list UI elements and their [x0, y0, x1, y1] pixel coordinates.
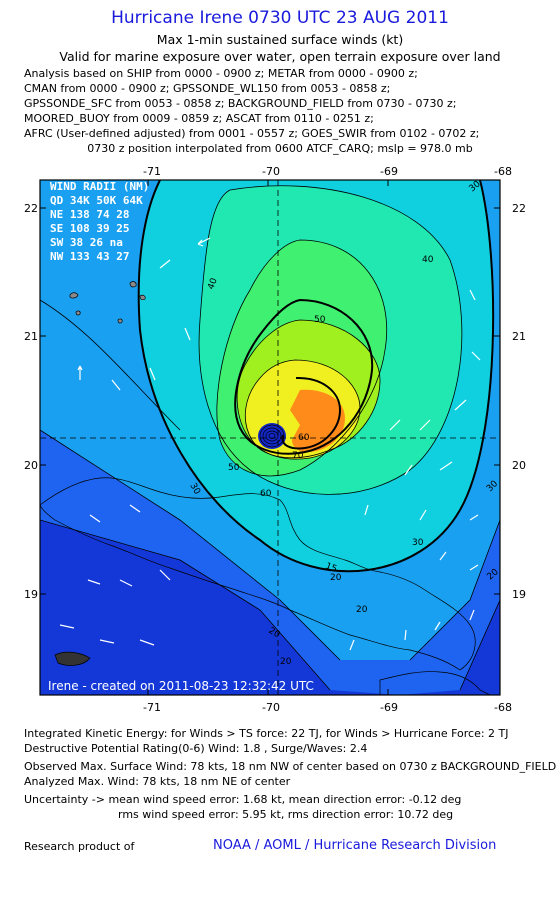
x-axis-top-labels: -71 -70 -69 -68	[143, 165, 512, 178]
64kt-wind-radius	[281, 376, 342, 450]
wind-radii-row: SW 38 26 na	[50, 236, 123, 249]
y-tick-label: 20	[512, 459, 526, 472]
x-tick-label: -71	[143, 701, 161, 714]
analysis-line: MOORED_BUOY from 0009 - 0859 z; ASCAT fr…	[24, 112, 374, 125]
x-tick-label: -68	[494, 701, 512, 714]
50kt-wind-radius	[234, 298, 374, 455]
map-title: Hurricane Irene 0730 UTC 23 AUG 2011	[111, 8, 449, 28]
y-tick-label: 22	[24, 202, 38, 215]
map-subtitle-1: Max 1-min sustained surface winds (kt)	[156, 32, 404, 47]
map-subtitle-2: Valid for marine exposure over water, op…	[59, 49, 501, 64]
eye-contours	[259, 424, 285, 448]
contour-label: 20	[356, 605, 368, 615]
dpr-line: Destructive Potential Rating(0-6) Wind: …	[24, 742, 368, 755]
contour-label: 50	[314, 315, 326, 325]
wind-radii-row: NW 133 43 27	[50, 250, 129, 263]
wind-radii-header: QD 34K 50K 64K	[50, 194, 143, 207]
isotachs	[40, 185, 500, 691]
research-label: Research product of	[24, 840, 135, 853]
observed-max-line: Observed Max. Surface Wind: 78 kts, 18 n…	[24, 760, 557, 773]
analysis-line: CMAN from 0000 - 0900 z; GPSSONDE_WL150 …	[24, 82, 391, 95]
analysis-line: Analysis based on SHIP from 0000 - 0900 …	[24, 67, 418, 80]
y-axis-right-labels: 22 21 20 19	[512, 202, 526, 601]
tick-marks	[40, 180, 501, 695]
y-axis-left-labels: 22 21 20 19	[24, 202, 38, 601]
y-tick-label: 22	[512, 202, 526, 215]
y-tick-label: 20	[24, 459, 38, 472]
analysis-line: AFRC (User-defined adjusted) from 0001 -…	[24, 127, 480, 140]
x-tick-label: -71	[143, 165, 161, 178]
x-axis-bottom-labels: -71 -70 -69 -68	[143, 701, 512, 714]
y-tick-label: 21	[512, 330, 526, 343]
wind-analysis-map: WIND RADII (NM) QD 34K 50K 64K NE 138 74…	[24, 165, 526, 714]
x-tick-label: -70	[262, 165, 280, 178]
uncertainty-rms-line: rms wind speed error: 5.95 kt, rms direc…	[118, 808, 454, 821]
center-crosshair	[40, 180, 500, 695]
y-tick-label: 19	[24, 588, 38, 601]
contour-label: 60	[298, 433, 310, 443]
wind-field	[40, 180, 500, 695]
wind-radii-row: SE 108 39 25	[50, 222, 129, 235]
ike-line: Integrated Kinetic Energy: for Winds > T…	[24, 727, 509, 740]
x-tick-label: -69	[380, 701, 398, 714]
landmass-outlines	[40, 281, 491, 695]
contour-label: 30	[412, 538, 424, 548]
x-tick-label: -68	[494, 165, 512, 178]
y-tick-label: 19	[512, 588, 526, 601]
wind-radii-table: WIND RADII (NM) QD 34K 50K 64K NE 138 74…	[50, 180, 149, 263]
contour-label: 15	[324, 561, 338, 574]
contour-label: 20	[280, 657, 292, 667]
wind-radii-title: WIND RADII (NM)	[50, 180, 149, 193]
contour-label: 40	[206, 277, 219, 291]
plot-frame	[39, 179, 501, 696]
x-tick-label: -70	[262, 701, 280, 714]
uncertainty-line: Uncertainty -> mean wind speed error: 1.…	[24, 793, 462, 806]
contour-labels: 30 40 50 60 70 30 40 50 60 30 20 20 15 2…	[187, 179, 501, 667]
contour-label: 60	[260, 489, 272, 499]
wind-radii-row: NE 138 74 28	[50, 208, 129, 221]
analyzed-max-line: Analyzed Max. Wind: 78 kts, 18 nm NE of …	[24, 775, 291, 788]
wind-vectors	[59, 237, 481, 651]
x-tick-label: -69	[380, 165, 398, 178]
analysis-line: GPSSONDE_SFC from 0053 - 0858 z; BACKGRO…	[24, 97, 457, 110]
wind-band-orange	[290, 389, 345, 453]
contour-label: 40	[422, 255, 434, 265]
contour-label: 50	[228, 463, 240, 473]
contour-label: 20	[330, 573, 342, 583]
created-label: Irene - created on 2011-08-23 12:32:42 U…	[48, 679, 314, 693]
y-tick-label: 21	[24, 330, 38, 343]
eye-center	[258, 423, 286, 449]
contour-label: 70	[292, 451, 304, 461]
credit-link[interactable]: NOAA / AOML / Hurricane Research Divisio…	[213, 838, 497, 853]
position-line: 0730 z position interpolated from 0600 A…	[87, 142, 473, 155]
ts-wind-radius	[137, 180, 495, 573]
